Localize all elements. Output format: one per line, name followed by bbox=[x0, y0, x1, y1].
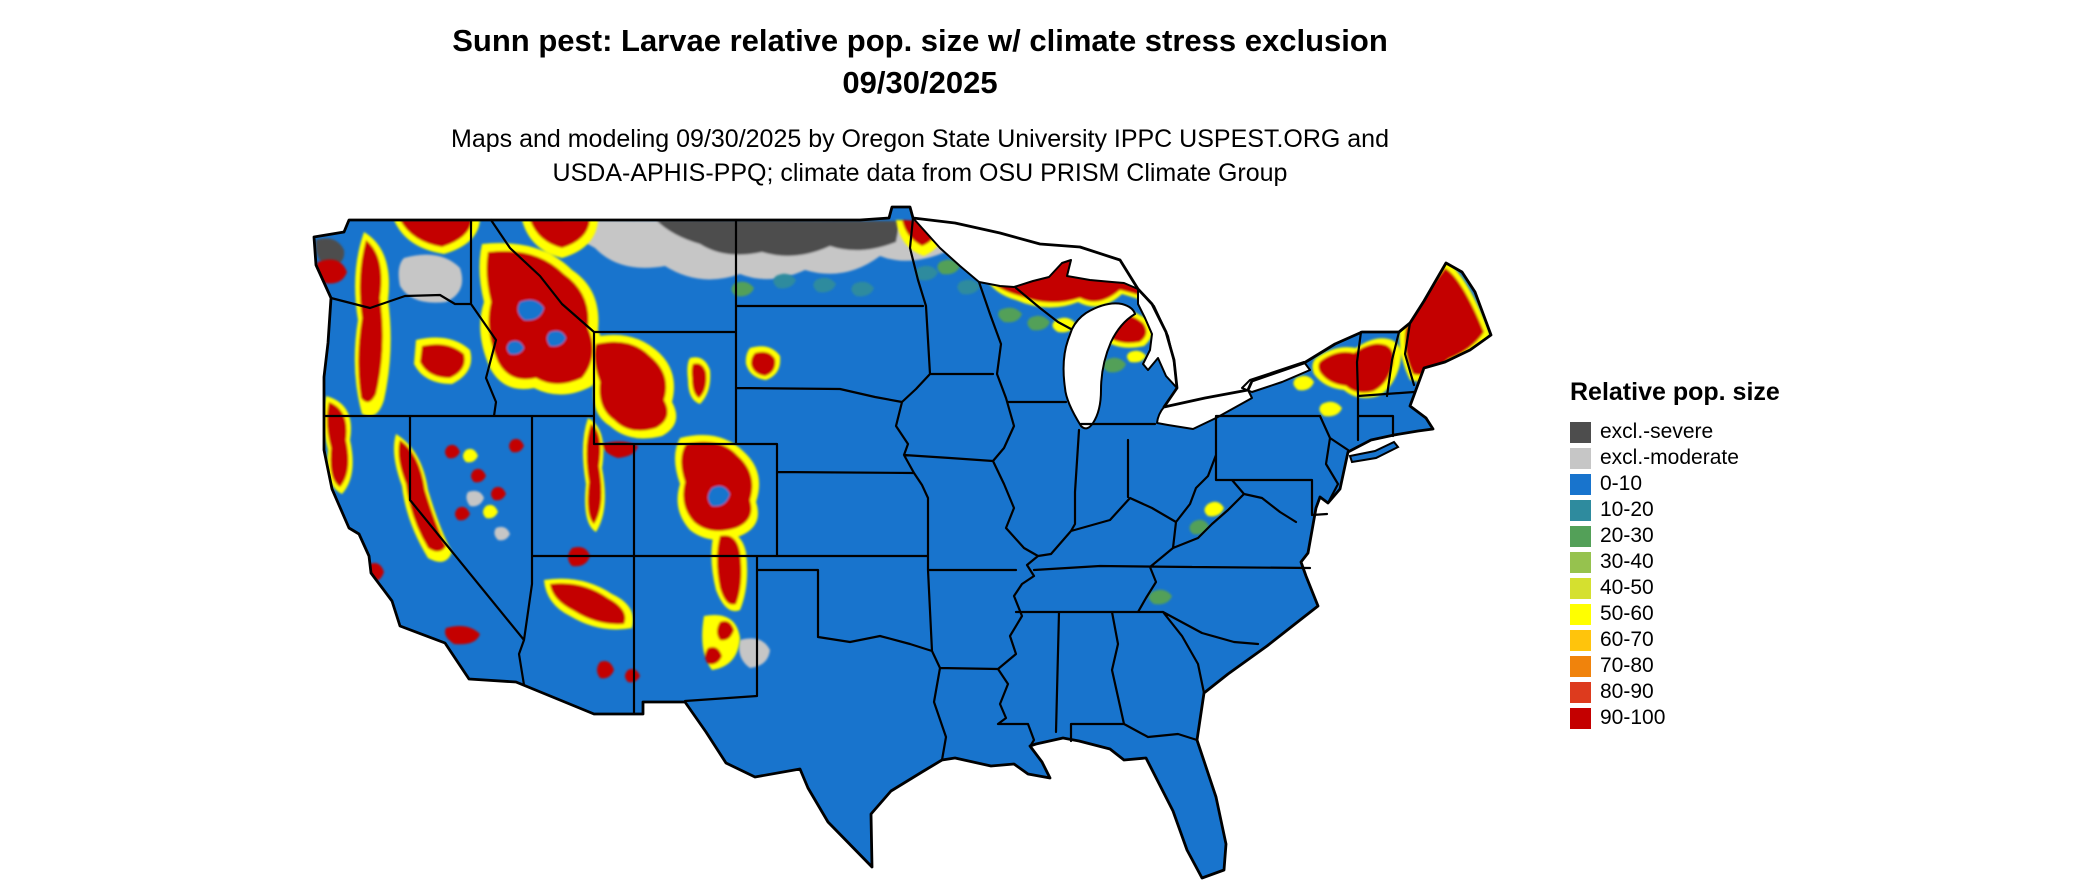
legend-item-label: 30-40 bbox=[1600, 550, 1654, 573]
legend-swatch bbox=[1570, 473, 1591, 495]
legend-item: 30-40 bbox=[1570, 549, 1830, 575]
legend-swatch bbox=[1570, 525, 1591, 547]
legend-item-label: 90-100 bbox=[1600, 706, 1666, 729]
legend-item: 10-20 bbox=[1570, 497, 1830, 523]
lake-michigan bbox=[1062, 302, 1136, 430]
legend-item-label: 80-90 bbox=[1600, 680, 1654, 703]
state-borders bbox=[322, 216, 1416, 762]
legend-item-label: 20-30 bbox=[1600, 524, 1654, 547]
legend-item-label: 40-50 bbox=[1600, 576, 1654, 599]
lake-erie bbox=[1156, 389, 1253, 430]
us-map bbox=[300, 192, 1515, 892]
legend-item: 0-10 bbox=[1570, 471, 1830, 497]
page-title: Sunn pest: Larvae relative pop. size w/ … bbox=[452, 23, 1388, 58]
legend-item-label: 70-80 bbox=[1600, 654, 1654, 677]
legend-swatch bbox=[1570, 707, 1591, 729]
long-island bbox=[1348, 440, 1400, 464]
legend-item-label: 0-10 bbox=[1600, 472, 1643, 495]
us-map-svg bbox=[312, 205, 1493, 880]
legend-item: excl.-severe bbox=[1570, 419, 1830, 445]
legend-swatch bbox=[1570, 499, 1591, 521]
us-outline bbox=[312, 205, 1493, 880]
legend: Relative pop. size excl.-severe excl.-mod… bbox=[1570, 378, 1830, 731]
subtitle-block: Maps and modeling 09/30/2025 by Oregon S… bbox=[0, 122, 1840, 190]
map-layer-heat bbox=[315, 220, 1490, 683]
legend-item: excl.-moderate bbox=[1570, 445, 1830, 471]
legend-swatch bbox=[1570, 655, 1591, 677]
legend-swatch bbox=[1570, 577, 1591, 599]
page-title-date: 09/30/2025 bbox=[842, 65, 998, 100]
legend-item: 40-50 bbox=[1570, 575, 1830, 601]
legend-items: excl.-severe excl.-moderate 0-10 10-20 20-30… bbox=[1570, 419, 1830, 731]
legend-item: 60-70 bbox=[1570, 627, 1830, 653]
subtitle-credit: Maps and modeling 09/30/2025 by Oregon S… bbox=[451, 125, 1389, 153]
legend-swatch bbox=[1570, 603, 1591, 625]
legend-item: 80-90 bbox=[1570, 679, 1830, 705]
legend-title: Relative pop. size bbox=[1570, 378, 1780, 406]
legend-swatch bbox=[1570, 629, 1591, 651]
legend-item-label: 60-70 bbox=[1600, 628, 1654, 651]
legend-item-label: excl.-severe bbox=[1600, 420, 1714, 443]
legend-swatch bbox=[1570, 447, 1591, 469]
legend-item-label: 50-60 bbox=[1600, 602, 1654, 625]
legend-item: 20-30 bbox=[1570, 523, 1830, 549]
legend-item-label: 10-20 bbox=[1600, 498, 1654, 521]
legend-swatch bbox=[1570, 681, 1591, 703]
legend-swatch bbox=[1570, 551, 1591, 573]
legend-swatch bbox=[1570, 421, 1591, 443]
legend-item-label: excl.-moderate bbox=[1600, 446, 1739, 469]
subtitle-credit-2: USDA-APHIS-PPQ; climate data from OSU PR… bbox=[552, 159, 1288, 187]
legend-item: 90-100 bbox=[1570, 705, 1830, 731]
map-layer-exclusion bbox=[315, 220, 956, 668]
title-block: Sunn pest: Larvae relative pop. size w/ … bbox=[0, 20, 1840, 104]
legend-item: 50-60 bbox=[1570, 601, 1830, 627]
legend-item: 70-80 bbox=[1570, 653, 1830, 679]
